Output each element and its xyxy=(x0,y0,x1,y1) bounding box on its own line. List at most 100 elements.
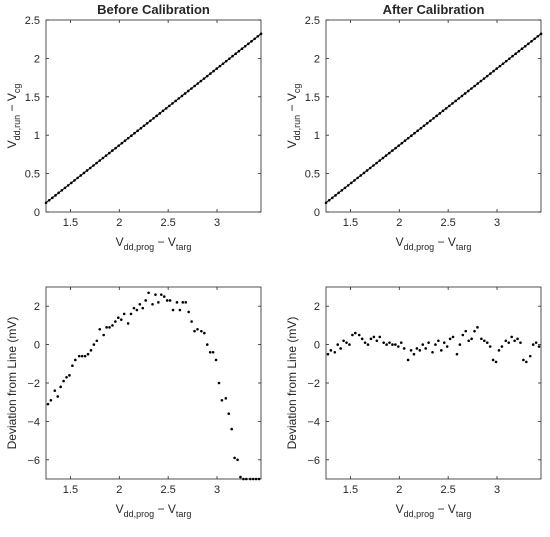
y-axis-label-sub1: dd,run xyxy=(12,115,22,141)
data-point xyxy=(102,333,105,337)
data-point xyxy=(448,104,451,108)
data-point xyxy=(133,131,136,135)
data-point xyxy=(354,331,357,335)
data-point xyxy=(348,343,351,346)
data-point xyxy=(536,35,540,38)
data-point xyxy=(531,343,535,346)
x-tick-label: 3 xyxy=(214,484,220,496)
data-point xyxy=(476,82,480,85)
data-point xyxy=(76,176,79,180)
data-point xyxy=(460,94,464,98)
x-axis-label-base: V xyxy=(116,502,124,516)
data-point xyxy=(251,477,255,481)
chart-title: Before Calibration xyxy=(97,2,210,17)
data-point xyxy=(123,139,127,142)
axes-box-after_dev xyxy=(325,286,542,480)
data-point xyxy=(165,299,169,302)
data-point xyxy=(82,171,86,175)
data-point xyxy=(230,427,233,431)
data-point xyxy=(360,337,364,341)
data-point xyxy=(243,44,247,48)
y-tick-label: 2.5 xyxy=(25,15,40,27)
data-point xyxy=(340,189,344,192)
data-point xyxy=(463,92,467,95)
data-point xyxy=(240,47,244,51)
x-axis-label-sub2: targ xyxy=(456,509,472,519)
x-tick-label: 3 xyxy=(214,217,220,229)
data-point xyxy=(119,318,123,321)
data-point xyxy=(77,354,81,358)
data-point xyxy=(421,343,425,346)
data-point xyxy=(427,341,430,344)
data-point xyxy=(132,306,136,310)
x-tick-label: 2 xyxy=(116,484,122,496)
y-axis-label: Vdd,run − Vcg xyxy=(5,84,22,149)
data-point xyxy=(220,398,224,402)
data-point xyxy=(208,350,212,354)
data-point xyxy=(65,375,68,379)
data-point xyxy=(441,109,445,113)
data-point xyxy=(174,99,177,103)
data-point xyxy=(434,343,437,346)
data-point xyxy=(520,47,524,51)
data-point xyxy=(438,112,442,115)
data-point xyxy=(111,324,114,327)
data-point xyxy=(437,339,440,343)
y-tick-label: −4 xyxy=(27,416,40,428)
data-point xyxy=(211,350,215,354)
x-axis-label-mid: − V xyxy=(434,502,456,516)
data-point xyxy=(130,134,133,137)
data-point xyxy=(363,341,367,344)
data-point xyxy=(114,146,117,150)
data-point xyxy=(104,154,108,157)
data-point xyxy=(445,345,449,348)
data-point xyxy=(365,169,369,172)
data-point xyxy=(492,69,495,73)
data-point xyxy=(157,301,160,304)
data-point xyxy=(402,347,406,350)
data-point xyxy=(372,335,376,339)
data-point xyxy=(351,333,354,337)
data-point xyxy=(200,329,203,333)
data-point xyxy=(337,191,340,195)
data-point xyxy=(485,74,489,78)
data-point xyxy=(62,379,65,383)
data-point xyxy=(73,179,76,182)
data-point xyxy=(418,349,422,352)
data-point xyxy=(196,327,199,331)
data-point xyxy=(362,171,366,175)
y-axis-label-base: V xyxy=(285,140,299,148)
data-point xyxy=(171,102,174,105)
data-point xyxy=(247,42,250,46)
data-point xyxy=(349,181,353,185)
data-point xyxy=(422,124,426,128)
data-point xyxy=(489,72,492,75)
x-tick-label: 1.5 xyxy=(343,217,358,229)
data-point xyxy=(530,39,533,43)
data-point xyxy=(488,345,492,348)
data-point xyxy=(129,312,133,316)
data-point xyxy=(527,42,530,46)
data-point xyxy=(397,345,400,348)
data-point xyxy=(155,114,158,118)
data-point xyxy=(56,395,60,398)
data-point xyxy=(74,358,77,362)
data-point xyxy=(406,136,410,140)
data-point xyxy=(175,301,179,304)
data-point xyxy=(394,343,397,346)
data-point xyxy=(369,337,373,341)
data-point xyxy=(357,333,361,337)
data-point xyxy=(508,57,511,60)
x-tick-label: 1.5 xyxy=(343,484,358,496)
data-point xyxy=(504,339,508,343)
x-axis-label: Vdd,prog − Vtarg xyxy=(116,502,192,519)
data-point xyxy=(498,64,502,68)
data-point xyxy=(331,196,334,200)
data-point xyxy=(537,345,541,348)
data-point xyxy=(218,64,222,68)
data-point xyxy=(168,104,171,108)
x-axis-label-sub1: dd,prog xyxy=(404,509,435,519)
data-point xyxy=(326,352,330,356)
data-point xyxy=(381,156,385,160)
